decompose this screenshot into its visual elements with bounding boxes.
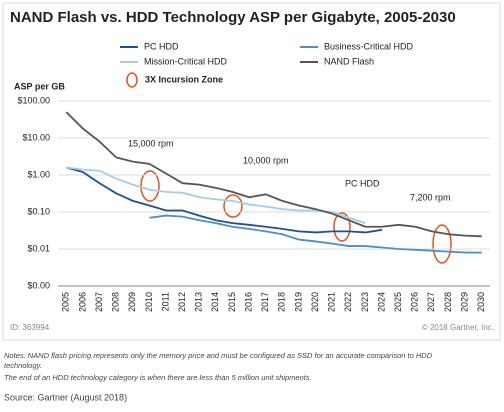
source: Source: Gartner (August 2018) bbox=[4, 392, 127, 402]
note: technology. bbox=[4, 361, 42, 370]
legend-label: PC HDD bbox=[144, 41, 179, 51]
series-line bbox=[65, 111, 482, 238]
x-tick-label: 2006 bbox=[77, 292, 87, 312]
note: Notes: NAND flash pricing represents onl… bbox=[4, 351, 433, 360]
x-tick-label: 2023 bbox=[360, 292, 370, 312]
x-tick-label: 2022 bbox=[343, 292, 353, 312]
chart-id: ID: 363994 bbox=[10, 323, 50, 332]
y-tick-label: $1.00 bbox=[27, 169, 50, 179]
x-tick-label: 2021 bbox=[327, 292, 337, 312]
series-line bbox=[149, 214, 482, 254]
x-tick-label: 2017 bbox=[260, 292, 270, 312]
x-tick-label: 2012 bbox=[177, 292, 187, 312]
x-tick-label: 2026 bbox=[410, 292, 420, 312]
x-tick-label: 2020 bbox=[310, 292, 320, 312]
x-tick-label: 2030 bbox=[476, 292, 486, 312]
zone-legend-icon bbox=[126, 72, 138, 88]
incursion-zone bbox=[140, 170, 160, 202]
x-tick-label: 2005 bbox=[61, 292, 71, 312]
copyright: © 2018 Gartner, Inc. bbox=[422, 323, 494, 332]
x-tick-label: 2018 bbox=[277, 292, 287, 312]
incursion-zone bbox=[223, 194, 243, 218]
x-tick-label: 2014 bbox=[210, 292, 220, 312]
y-tick-label: $0.00 bbox=[27, 280, 50, 290]
x-tick-label: 2015 bbox=[227, 292, 237, 312]
legend-label: Mission-Critical HDD bbox=[144, 56, 228, 66]
x-tick-label: 2007 bbox=[94, 292, 104, 312]
annotation: 10,000 rpm bbox=[243, 155, 289, 165]
x-tick-label: 2024 bbox=[376, 292, 386, 312]
annotation: PC HDD bbox=[345, 178, 380, 188]
x-tick-label: 2013 bbox=[194, 292, 204, 312]
incursion-zone bbox=[432, 224, 452, 264]
x-tick-label: 2025 bbox=[393, 292, 403, 312]
y-tick-label: $0.10 bbox=[27, 206, 50, 216]
x-tick-label: 2010 bbox=[144, 292, 154, 312]
legend-label: NAND Flash bbox=[324, 56, 374, 66]
x-tick-label: 2027 bbox=[426, 292, 436, 312]
frame bbox=[2, 2, 501, 341]
y-tick-label: $0.01 bbox=[27, 243, 50, 253]
incursion-zone bbox=[333, 212, 351, 242]
y-tick-label: $10.00 bbox=[22, 132, 50, 142]
x-tick-label: 2016 bbox=[243, 292, 253, 312]
x-tick-label: 2028 bbox=[443, 292, 453, 312]
y-tick-label: $100.00 bbox=[17, 95, 50, 105]
series-line bbox=[66, 166, 383, 234]
chart-title: NAND Flash vs. HDD Technology ASP per Gi… bbox=[10, 9, 456, 26]
zone-legend-label: 3X Incursion Zone bbox=[145, 74, 223, 84]
annotation: 7,200 rpm bbox=[410, 192, 451, 202]
x-tick-label: 2009 bbox=[127, 292, 137, 312]
x-tick-label: 2008 bbox=[111, 292, 121, 312]
y-axis-label: ASP per GB bbox=[14, 81, 65, 91]
annotation: 15,000 rpm bbox=[128, 138, 174, 148]
series-line bbox=[66, 166, 366, 224]
x-tick-label: 2011 bbox=[160, 292, 170, 311]
x-tick-label: 2029 bbox=[459, 292, 469, 312]
note: The end of an HDD technology category is… bbox=[4, 373, 312, 382]
x-tick-label: 2019 bbox=[293, 292, 303, 312]
legend-label: Business-Critical HDD bbox=[324, 41, 414, 51]
